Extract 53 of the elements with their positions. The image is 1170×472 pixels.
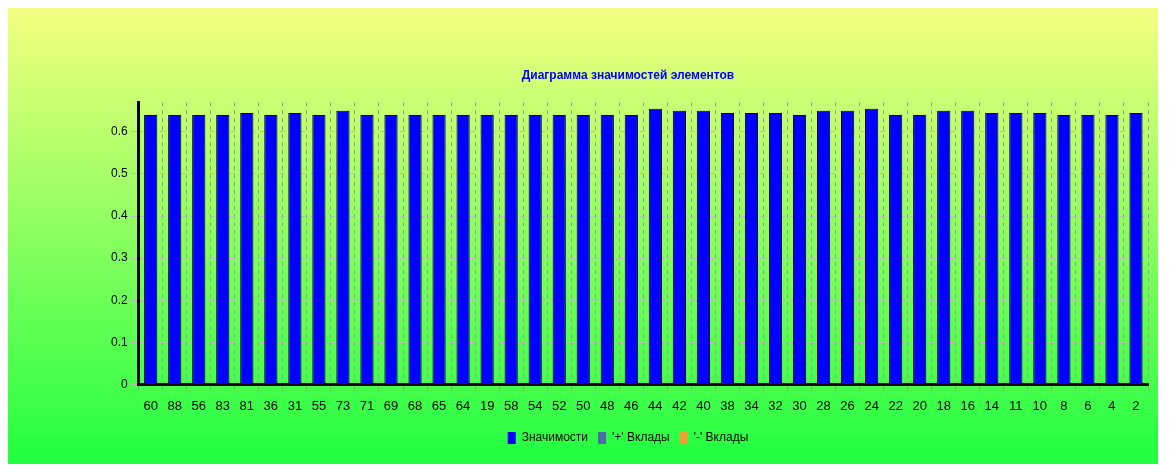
x-tick-label: 48 bbox=[600, 397, 615, 413]
x-tick-label: 10 bbox=[1032, 397, 1048, 413]
x-tick-label: 52 bbox=[552, 397, 567, 413]
x-tick-label: 64 bbox=[455, 397, 471, 413]
x-tick-label: 24 bbox=[864, 397, 879, 413]
x-tick-label: 60 bbox=[143, 397, 158, 413]
x-tick-label: 71 bbox=[359, 397, 375, 413]
x-tick-label: 14 bbox=[984, 397, 1000, 413]
x-tick-label: 28 bbox=[816, 397, 831, 413]
x-tick-label: 19 bbox=[479, 397, 495, 413]
x-tick-label: 36 bbox=[263, 397, 279, 413]
x-tick-label: 69 bbox=[383, 397, 399, 413]
x-tick-label: 40 bbox=[696, 397, 711, 413]
x-tick-label: 8 bbox=[1060, 397, 1068, 413]
legend-label: Значимости bbox=[521, 430, 589, 445]
y-tick-label: 0.3 bbox=[110, 250, 128, 265]
x-tick-label: 68 bbox=[407, 397, 423, 413]
x-tick-label: 26 bbox=[840, 397, 855, 413]
x-tick-label: 88 bbox=[167, 397, 182, 413]
y-tick-label: 0.6 bbox=[110, 124, 128, 139]
x-tick-label: 65 bbox=[431, 397, 447, 413]
y-tick-label: 0.1 bbox=[110, 334, 128, 349]
x-tick-label: 81 bbox=[239, 397, 255, 413]
x-tick-label: 22 bbox=[888, 397, 903, 413]
x-tick-label: 50 bbox=[576, 397, 591, 413]
y-tick-label: 0 bbox=[120, 376, 128, 391]
x-tick-label: 42 bbox=[672, 397, 687, 413]
x-tick-label: 44 bbox=[648, 397, 663, 413]
x-tick-label: 73 bbox=[335, 397, 351, 413]
y-tick-label: 0.4 bbox=[110, 208, 128, 223]
x-tick-label: 2 bbox=[1132, 397, 1140, 413]
x-tick-label: 55 bbox=[311, 397, 327, 413]
x-tick-label: 34 bbox=[744, 397, 759, 413]
x-tick-label: 30 bbox=[792, 397, 807, 413]
legend-label: '+' Вклады bbox=[612, 430, 670, 445]
legend-label: '-' Вклады bbox=[693, 430, 749, 445]
x-tick-label: 11 bbox=[1009, 397, 1023, 413]
y-tick-label: 0.5 bbox=[110, 166, 128, 181]
x-tick-label: 6 bbox=[1084, 397, 1092, 413]
chart-title: Диаграмма значимостей элементов bbox=[521, 67, 735, 82]
x-tick-label: 54 bbox=[527, 397, 543, 413]
x-tick-label: 56 bbox=[191, 397, 206, 413]
x-tick-label: 58 bbox=[503, 397, 519, 413]
x-tick-label: 38 bbox=[720, 397, 735, 413]
y-tick-label: 0.2 bbox=[110, 292, 128, 307]
x-tick-label: 20 bbox=[912, 397, 927, 413]
x-tick-label: 31 bbox=[287, 397, 303, 413]
x-tick-label: 83 bbox=[215, 397, 231, 413]
x-tick-label: 4 bbox=[1108, 397, 1116, 413]
x-tick-label: 32 bbox=[768, 397, 783, 413]
x-tick-label: 16 bbox=[960, 397, 975, 413]
x-tick-label: 46 bbox=[624, 397, 639, 413]
x-tick-label: 18 bbox=[936, 397, 951, 413]
